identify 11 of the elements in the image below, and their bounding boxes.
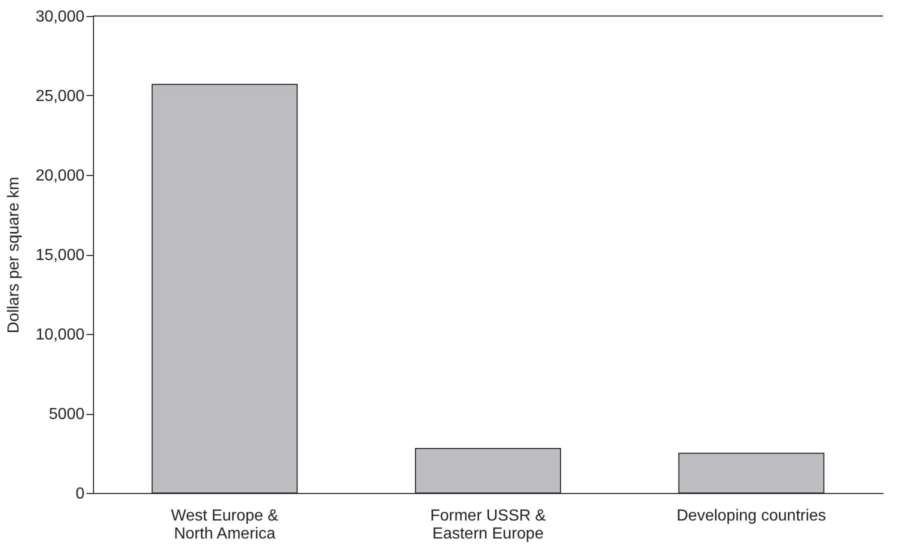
y-axis-title: Dollars per square km bbox=[6, 176, 23, 334]
x-tick-label: Former USSR & Eastern Europe bbox=[430, 508, 546, 542]
x-tick-label: West Europe & North America bbox=[171, 508, 279, 542]
y-tick-label: 25,000 bbox=[36, 88, 85, 105]
x-tick-label: Developing countries bbox=[676, 508, 826, 524]
y-tick-label: 20,000 bbox=[36, 168, 85, 184]
y-tick-label: 10,000 bbox=[36, 326, 85, 344]
y-tick-label: 30,000 bbox=[36, 8, 85, 26]
y-tick-label: 15,000 bbox=[36, 247, 85, 264]
y-tick-label: 0 bbox=[76, 486, 85, 502]
y-tick-label: 5000 bbox=[48, 406, 85, 423]
